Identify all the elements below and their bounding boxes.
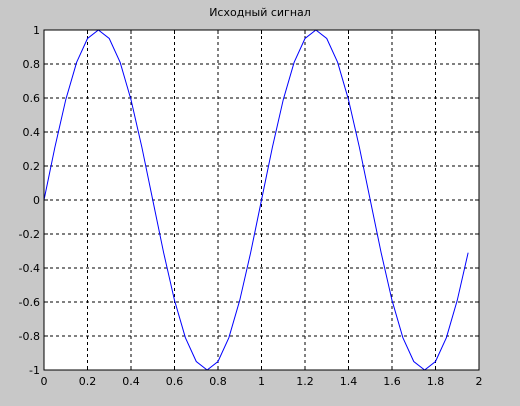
y-tick-label: 0.8 [23, 58, 41, 71]
x-tick-label: 1.4 [340, 375, 358, 388]
y-tick-label: 0 [33, 194, 40, 207]
x-tick-label: 1.8 [427, 375, 445, 388]
y-tick-label: 0.4 [23, 126, 41, 139]
y-tick-label: 1 [33, 24, 40, 37]
x-tick-label: 2 [476, 375, 483, 388]
y-tick-label: -0.6 [19, 296, 40, 309]
x-tick-label: 0.8 [209, 375, 227, 388]
chart-title: Исходный сигнал [209, 6, 311, 19]
x-tick-label: 1 [258, 375, 265, 388]
y-tick-label: -0.4 [19, 262, 40, 275]
x-tick-label: 0.6 [166, 375, 184, 388]
x-tick-label: 0.4 [122, 375, 140, 388]
y-tick-label: -1 [29, 364, 40, 377]
x-tick-label: 0.2 [79, 375, 97, 388]
y-tick-labels: -1 -0.8 -0.6 -0.4 -0.2 0 0.2 0.4 0.6 0.8 1 [19, 24, 40, 377]
x-tick-label: 0 [41, 375, 48, 388]
y-tick-label: -0.2 [19, 228, 40, 241]
grid [44, 30, 479, 370]
y-tick-label: 0.2 [23, 160, 41, 173]
series-layer [43, 29, 469, 371]
ticks [43, 29, 480, 371]
y-tick-label: 0.6 [23, 92, 41, 105]
x-tick-labels: 0 0.2 0.4 0.6 0.8 1 1.2 1.4 1.6 1.8 2 [41, 375, 483, 388]
series-line [43, 29, 469, 371]
x-tick-label: 1.6 [383, 375, 401, 388]
x-tick-label: 1.2 [296, 375, 314, 388]
y-tick-label: -0.8 [19, 330, 40, 343]
